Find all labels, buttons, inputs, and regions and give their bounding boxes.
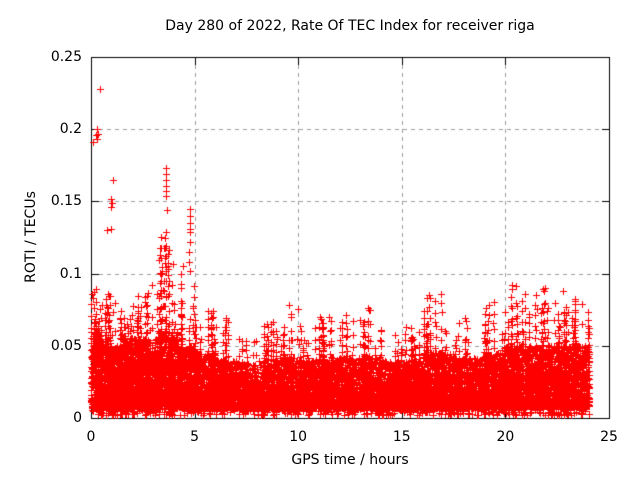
x-tick-label: 0 — [86, 429, 96, 445]
y-tick-label: 0.25 — [50, 49, 82, 65]
x-axis-title: GPS time / hours — [291, 452, 409, 468]
chart-title: Day 280 of 2022, Rate Of TEC Index for r… — [165, 18, 535, 34]
x-tick-label: 15 — [392, 429, 411, 445]
x-tick-label: 20 — [496, 429, 515, 445]
y-tick-label: 0.15 — [50, 193, 82, 210]
y-tick-label: 0.2 — [59, 121, 82, 138]
y-tick-label: 0.05 — [50, 337, 82, 354]
y-tick-label: 0.1 — [59, 265, 82, 282]
x-tick-label: 25 — [600, 429, 618, 445]
x-tick-label: 5 — [190, 429, 200, 445]
y-tick-label: 0 — [73, 410, 82, 426]
x-tick-label: 10 — [289, 429, 308, 445]
